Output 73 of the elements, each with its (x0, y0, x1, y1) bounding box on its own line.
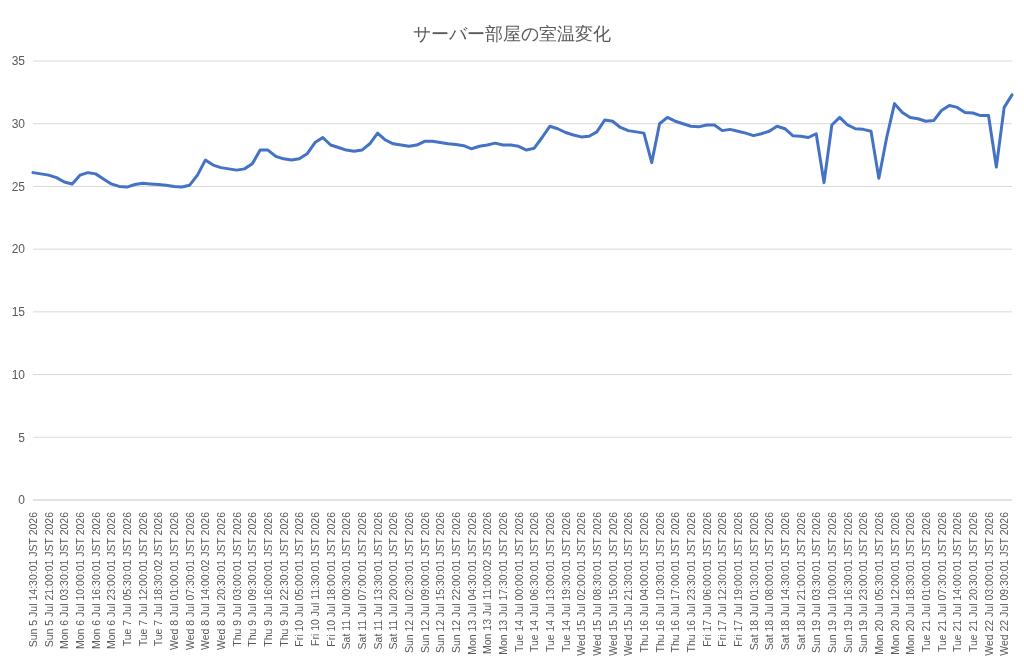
x-tick-label: Fri 10 Jul 18:00:01 JST 2026 (324, 511, 337, 647)
x-tick-label: Wed 15 Jul 08:30:01 JST 2026 (590, 511, 603, 656)
x-tick-label: Mon 20 Jul 18:30:01 JST 2026 (904, 511, 917, 655)
x-tick-label: Sun 12 Jul 15:30:01 JST 2026 (434, 511, 447, 654)
x-tick-label: Sun 19 Jul 16:30:01 JST 2026 (841, 511, 854, 654)
x-tick-label: Mon 6 Jul 10:00:01 JST 2026 (73, 511, 86, 649)
x-tick-label: Thu 9 Jul 09:30:01 JST 2026 (246, 511, 259, 647)
x-tick-label: Sat 11 Jul 13:30:01 JST 2026 (371, 511, 384, 650)
x-tick-label: Sun 12 Jul 22:00:01 JST 2026 (449, 511, 462, 654)
x-tick-label: Tue 14 Jul 13:00:01 JST 2026 (543, 511, 556, 653)
y-tick-label: 20 (11, 242, 26, 257)
x-tick-label: Thu 16 Jul 10:30:01 JST 2026 (653, 511, 666, 653)
y-tick-label: 35 (11, 54, 26, 69)
x-tick-label: Sun 5 Jul 14:30:01 JST 2026 (27, 511, 39, 648)
y-tick-label: 5 (18, 430, 26, 445)
x-tick-label: Tue 7 Jul 18:30:02 JST 2026 (152, 511, 165, 647)
x-tick-label: Wed 8 Jul 07:30:01 JST 2026 (183, 511, 196, 650)
x-tick-label: Tue 7 Jul 12:00:01 JST 2026 (136, 511, 149, 647)
x-tick-label: Thu 9 Jul 22:30:01 JST 2026 (277, 511, 290, 647)
line-series (31, 93, 1014, 189)
x-tick-label: Wed 22 Jul 09:30:01 JST 2026 (998, 511, 1011, 656)
x-tick-label: Mon 13 Jul 04:30:01 JST 2026 (465, 511, 478, 655)
x-tick-label: Tue 21 Jul 14:00:01 JST 2026 (951, 511, 964, 653)
x-tick-label: Mon 6 Jul 23:00:01 JST 2026 (105, 511, 118, 649)
x-tick-label: Wed 8 Jul 20:30:01 JST 2026 (214, 511, 227, 650)
x-tick-label: Wed 8 Jul 01:00:01 JST 2026 (167, 511, 180, 650)
y-tick-label: 25 (11, 179, 26, 194)
x-tick-label: Thu 16 Jul 17:00:01 JST 2026 (669, 511, 682, 653)
y-tick-label: 0 (18, 493, 26, 508)
x-tick-label: Tue 14 Jul 19:30:01 JST 2026 (559, 511, 572, 653)
x-tick-label: Thu 16 Jul 04:00:01 JST 2026 (637, 511, 650, 653)
x-tick-label: Tue 7 Jul 05:30:01 JST 2026 (120, 511, 133, 647)
x-tick-label: Sat 11 Jul 20:00:01 JST 2026 (387, 511, 400, 650)
x-tick-label: Tue 21 Jul 07:30:01 JST 2026 (935, 511, 948, 653)
x-tick-label: Wed 22 Jul 03:00:01 JST 2026 (982, 511, 995, 656)
x-tick-label: Fri 10 Jul 05:00:01 JST 2026 (293, 511, 306, 647)
x-tick-label: Sun 19 Jul 10:00:01 JST 2026 (825, 511, 838, 654)
x-tick-label: Sat 11 Jul 07:00:01 JST 2026 (355, 511, 368, 650)
x-tick-label: Sat 18 Jul 21:00:01 JST 2026 (794, 511, 807, 651)
x-tick-label: Sat 18 Jul 14:30:01 JST 2026 (778, 511, 791, 651)
x-tick-label: Tue 14 Jul 00:00:01 JST 2026 (512, 511, 525, 653)
x-tick-label: Mon 6 Jul 16:30:01 JST 2026 (89, 511, 102, 649)
chart-title: サーバー部屋の室温変化 (412, 23, 612, 46)
x-tick-label: Tue 21 Jul 20:30:01 JST 2026 (966, 511, 979, 653)
y-tick-label: 10 (11, 367, 26, 382)
x-tick-label: Fri 17 Jul 12:30:01 JST 2026 (716, 511, 729, 647)
x-tick-label: Sat 18 Jul 08:00:01 JST 2026 (763, 511, 776, 651)
x-tick-label: Tue 14 Jul 06:30:01 JST 2026 (528, 511, 541, 653)
x-tick-label: Wed 15 Jul 21:30:01 JST 2026 (622, 511, 635, 656)
x-tick-label: Wed 8 Jul 14:00:02 JST 2026 (199, 511, 212, 650)
x-tick-label: Sun 19 Jul 03:30:01 JST 2026 (810, 511, 823, 654)
x-tick-label: Fri 17 Jul 19:00:01 JST 2026 (731, 511, 744, 647)
x-tick-label: Tue 21 Jul 01:00:01 JST 2026 (919, 511, 932, 653)
x-tick-label: Thu 16 Jul 23:30:01 JST 2026 (684, 511, 697, 653)
x-tick-label: Thu 9 Jul 03:00:01 JST 2026 (230, 511, 243, 647)
x-tick-label: Thu 9 Jul 16:00:01 JST 2026 (261, 511, 274, 647)
x-tick-label: Fri 17 Jul 06:00:01 JST 2026 (700, 511, 713, 647)
x-tick-label: Wed 15 Jul 15:00:01 JST 2026 (606, 511, 619, 656)
x-tick-label: Mon 13 Jul 17:30:01 JST 2026 (496, 511, 509, 655)
x-tick-label: Sun 12 Jul 02:30:01 JST 2026 (402, 511, 415, 654)
x-tick-label: Mon 6 Jul 03:30:01 JST 2026 (58, 511, 71, 649)
x-tick-label: Sun 5 Jul 21:00:01 JST 2026 (42, 511, 55, 648)
x-tick-label: Mon 20 Jul 05:30:01 JST 2026 (872, 511, 885, 655)
x-tick-label: Mon 20 Jul 12:00:01 JST 2026 (888, 511, 901, 655)
x-tick-label: Sat 11 Jul 00:30:01 JST 2026 (340, 511, 353, 650)
x-tick-label: Fri 10 Jul 11:30:01 JST 2026 (308, 511, 321, 646)
x-tick-label: Mon 13 Jul 11:00:02 JST 2026 (481, 511, 494, 655)
y-tick-label: 15 (11, 305, 26, 320)
x-tick-label: Sun 12 Jul 09:00:01 JST 2026 (418, 511, 431, 654)
x-tick-label: Sun 19 Jul 23:00:01 JST 2026 (857, 511, 870, 654)
y-tick-label: 30 (11, 116, 26, 131)
x-tick-label: Sat 18 Jul 01:30:01 JST 2026 (747, 511, 760, 651)
x-tick-label: Wed 15 Jul 02:00:01 JST 2026 (575, 511, 588, 656)
